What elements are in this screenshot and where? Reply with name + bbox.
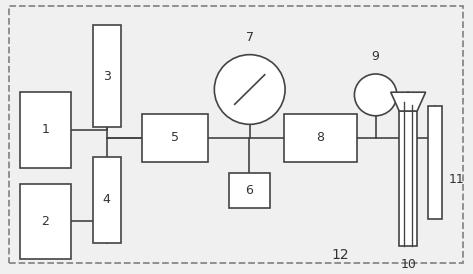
Ellipse shape [354,74,397,116]
Text: 1: 1 [42,123,50,136]
Bar [142,114,208,162]
Text: 10: 10 [400,258,416,271]
Ellipse shape [214,55,285,124]
Bar [19,92,71,167]
Text: 8: 8 [316,132,324,144]
Text: 11: 11 [449,173,464,185]
Text: 3: 3 [103,70,111,82]
Polygon shape [391,92,426,111]
Text: 6: 6 [245,184,254,197]
Text: 7: 7 [245,31,254,44]
Text: 4: 4 [103,193,111,206]
Bar [399,111,417,246]
Bar [93,157,121,243]
Bar [19,184,71,259]
Text: 12: 12 [332,248,349,262]
Bar [428,106,442,219]
Bar [93,25,121,127]
Text: 5: 5 [171,132,179,144]
Bar [229,173,270,208]
Text: 2: 2 [42,215,50,228]
Bar [284,114,357,162]
Text: 9: 9 [372,50,379,63]
